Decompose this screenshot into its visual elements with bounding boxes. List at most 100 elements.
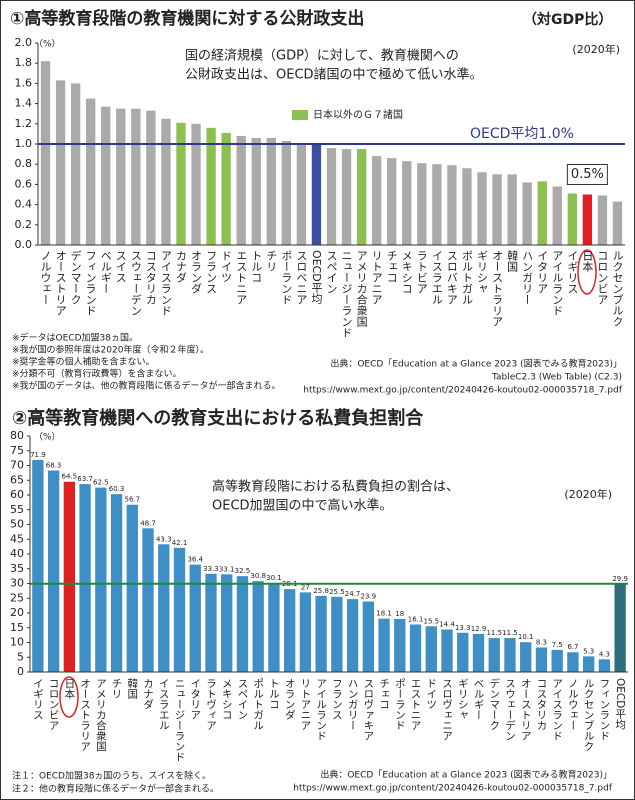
note: ※我が国の参照年度は2020年度（令和２年度）。: [12, 344, 209, 356]
y-tick-label: 45: [10, 532, 24, 545]
y-tick-label: 55: [10, 503, 24, 516]
label-box: [566, 164, 608, 185]
y-tick-label: 30: [10, 577, 24, 590]
bar: [47, 470, 60, 672]
x-tick-label: コスタリカ: [144, 250, 157, 305]
y-tick-label: 40: [10, 547, 24, 560]
bar: [331, 596, 343, 672]
bar: [283, 589, 296, 672]
x-tick-label: オーストラリア: [79, 678, 91, 752]
value-label: 7.5: [552, 641, 563, 649]
x-tick-label: フランス: [331, 678, 343, 720]
y-tick-label: 10: [10, 636, 24, 649]
value-label: 18.1: [376, 610, 392, 618]
bar: [492, 174, 502, 245]
y-tick-label: 80: [10, 429, 24, 442]
x-tick-label: アメリカ合衆国: [95, 678, 107, 752]
x-tick-label: スイス: [114, 250, 127, 283]
x-tick-label: スロヴェニア: [441, 678, 453, 741]
x-tick-label: チェコ: [385, 250, 398, 283]
x-tick-label: デンマーク: [488, 677, 500, 730]
x-tick-label: アイルランド: [551, 250, 564, 316]
x-tick-label: チリ: [111, 678, 123, 699]
x-tick-label: フランス: [205, 250, 218, 294]
bar: [371, 156, 382, 245]
bar: [567, 652, 579, 672]
bar: [488, 638, 500, 672]
value-label: 10.1: [518, 633, 534, 641]
bar: [326, 148, 337, 245]
bar: [537, 181, 547, 245]
description: 国の経済規模（GDP）に対して、教育機関への: [185, 48, 459, 64]
value-label: 25.5: [329, 588, 345, 596]
x-tick-label: オランダ: [190, 250, 203, 294]
note: ※データはOECD加盟38ヵ国。: [12, 332, 138, 344]
x-tick-label: アイルランド: [315, 678, 327, 741]
y-tick-label: 25: [10, 591, 24, 604]
value-label: 13.3: [455, 624, 471, 632]
bar: [299, 592, 312, 672]
source: https://www.mext.go.jp/content/20240426-…: [293, 784, 613, 794]
x-tick-label: 日本: [63, 678, 75, 700]
bar: [447, 165, 457, 245]
y-tick-label: 1.6: [15, 76, 33, 89]
legend-swatch: [292, 110, 308, 120]
note: 注１：OECD加盟38ヵ国のうち、スイスを除く。: [12, 770, 211, 782]
bar: [205, 573, 217, 672]
note: ※奨学金等の個人補助を含まない。: [12, 356, 155, 368]
bar: [315, 595, 327, 672]
x-tick-label: 日本: [581, 250, 594, 273]
source: 出典：OECD「Education at a Glance 2023 (図表でみ…: [330, 358, 622, 370]
y-tick-label: 0.2: [15, 218, 33, 231]
x-tick-label: アメリカ合衆国: [355, 250, 368, 328]
x-tick-label: スロベニア: [295, 250, 308, 305]
bar: [441, 629, 453, 672]
bar: [116, 108, 126, 246]
bar: [191, 123, 201, 245]
bar: [520, 642, 532, 672]
bar: [378, 618, 390, 672]
x-tick-label: ハンガリー: [347, 678, 359, 731]
x-tick-label: イタリア: [536, 250, 549, 294]
bar: [472, 633, 485, 672]
description: 公財政支出は、OECD諸国の中で極めて低い水準。: [185, 67, 483, 83]
x-tick-label: イギリス: [32, 678, 44, 720]
y-tick-label: 20: [10, 606, 24, 619]
x-tick-label: 韓国: [506, 250, 519, 273]
highlight: [59, 676, 79, 718]
x-tick-label: コロンビア: [48, 678, 60, 731]
value-label: 33.3: [203, 565, 219, 573]
x-tick-label: OECD平均: [614, 678, 626, 730]
value-label: 36.4: [187, 556, 203, 564]
bar: [582, 194, 593, 245]
y-tick-label: 65: [10, 473, 24, 486]
x-tick-label: アイスランド: [159, 250, 172, 316]
bar: [95, 487, 107, 672]
source: https://www.mext.go.jp/content/20240426-…: [303, 386, 623, 396]
bar: [356, 149, 367, 245]
y-tick-label: 0.4: [15, 198, 33, 211]
description: OECD加盟国の中で高い水準。: [212, 498, 393, 514]
value-label: 6.7: [567, 643, 578, 651]
x-tick-label: トルコ: [250, 250, 263, 283]
bar: [161, 118, 171, 245]
value-label: 5.3: [583, 647, 594, 655]
description: 高等教育段階における私費負担の割合は、: [212, 479, 459, 495]
value-label: 71.9: [30, 451, 46, 459]
x-tick-label: フィンランド: [598, 678, 610, 741]
bar: [101, 106, 111, 245]
bar: [402, 161, 412, 245]
x-tick-label: オーストリア: [520, 678, 532, 741]
value-label: 15.5: [423, 617, 439, 625]
x-tick-label: オランダ: [284, 678, 296, 720]
bar: [394, 618, 406, 672]
x-tick-label: メキシコ: [400, 250, 413, 294]
x-tick-label: ルクセンブルク: [583, 678, 595, 752]
value-label: 25.8: [313, 587, 329, 595]
value-label: 12.9: [471, 625, 487, 633]
x-tick-label: ラトヴィア: [205, 678, 217, 731]
x-tick-label: エストニア: [235, 250, 248, 305]
bar: [567, 193, 577, 245]
bar: [598, 659, 611, 672]
value-label: 16.1: [408, 616, 424, 624]
